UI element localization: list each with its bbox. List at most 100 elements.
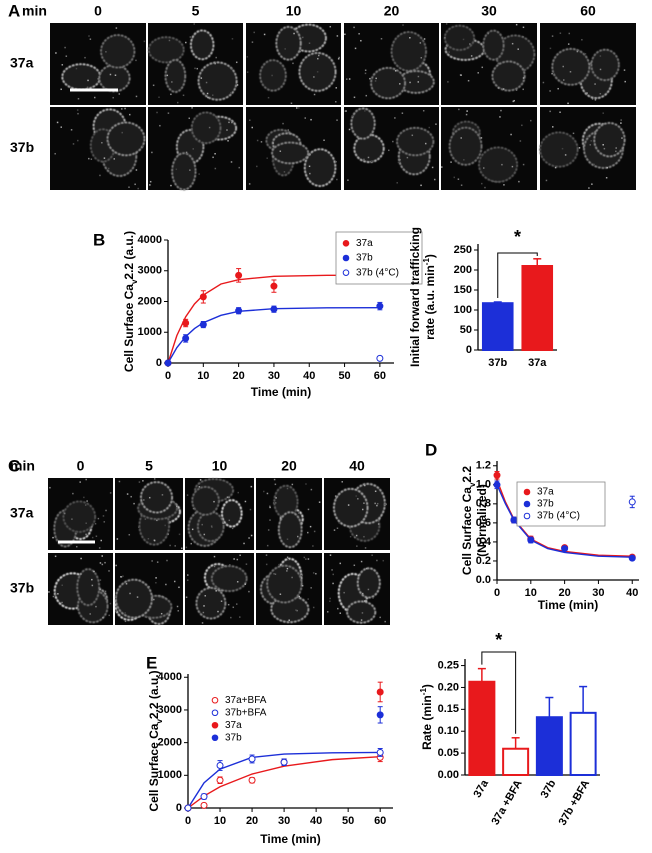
speckle <box>517 48 519 50</box>
speckle <box>554 166 557 169</box>
speckle <box>417 75 420 78</box>
speckle <box>190 542 192 545</box>
data-point <box>248 776 256 784</box>
speckle <box>334 495 337 497</box>
speckle <box>148 585 150 588</box>
speckle <box>586 92 588 94</box>
time-label: 10 <box>286 3 302 19</box>
micrograph <box>246 107 341 190</box>
error-bar <box>511 737 520 749</box>
speckle <box>349 535 352 538</box>
speckle <box>248 590 250 593</box>
speckle <box>159 124 161 127</box>
label-part: Rate (min <box>420 695 434 750</box>
speckle <box>338 56 340 59</box>
cell <box>551 47 591 86</box>
speckle <box>238 166 241 169</box>
speckle <box>99 588 101 591</box>
speckle <box>376 559 378 562</box>
time-unit: min <box>10 458 35 474</box>
speckle <box>422 109 425 112</box>
speckle <box>273 478 276 481</box>
speckle <box>57 593 59 595</box>
speckle <box>308 165 311 168</box>
speckle <box>153 478 156 480</box>
speckle <box>339 612 342 614</box>
y-tick-label: 0.6 <box>476 517 491 529</box>
speckle <box>94 522 97 525</box>
speckle <box>308 42 311 44</box>
speckle <box>299 50 301 53</box>
micrograph <box>48 553 113 625</box>
speckle <box>91 584 94 587</box>
cell <box>62 500 97 533</box>
cell <box>210 565 248 593</box>
speckle <box>286 567 289 570</box>
speckle <box>599 55 602 57</box>
micrograph <box>441 23 537 105</box>
label-part: v <box>468 482 477 487</box>
data-point <box>216 762 224 770</box>
speckle <box>113 158 116 160</box>
speckle <box>453 176 456 179</box>
speckle <box>274 483 277 486</box>
speckle <box>118 93 121 95</box>
x-tick-label: 50 <box>338 370 350 382</box>
speckle <box>434 178 436 181</box>
speckle <box>149 184 151 186</box>
speckle <box>549 47 552 50</box>
speckle <box>298 107 300 109</box>
cell <box>539 131 579 168</box>
speckle <box>129 592 131 595</box>
speckle <box>226 129 228 131</box>
speckle <box>182 94 185 97</box>
speckle <box>317 57 319 60</box>
speckle <box>231 527 234 530</box>
speckle <box>265 554 268 556</box>
speckle <box>266 492 269 495</box>
speckle <box>269 519 271 521</box>
speckle <box>348 128 351 131</box>
speckle <box>99 562 102 564</box>
speckle <box>76 109 79 111</box>
cell <box>140 481 174 514</box>
speckle <box>487 32 489 35</box>
panel-label: B <box>93 230 105 249</box>
speckle <box>356 545 358 547</box>
speckle <box>480 137 483 139</box>
speckle <box>60 126 62 128</box>
cell <box>191 485 220 516</box>
significance-bracket <box>497 252 538 298</box>
speckle <box>522 77 525 79</box>
speckle <box>282 122 284 125</box>
speckle <box>354 47 357 50</box>
speckle <box>274 573 277 575</box>
speckle <box>116 538 119 540</box>
speckle <box>329 600 331 602</box>
x-tick-label: 40 <box>303 370 315 382</box>
speckle <box>156 111 158 114</box>
speckle <box>173 580 176 583</box>
speckle <box>411 134 414 137</box>
speckle <box>551 72 553 75</box>
speckle <box>63 512 66 515</box>
speckle <box>211 94 214 96</box>
y-axis-label: (Normalized) <box>475 484 489 557</box>
speckle <box>230 91 232 94</box>
speckle <box>124 612 126 614</box>
y-tick-label: 150 <box>454 284 472 296</box>
speckle <box>326 611 329 613</box>
x-tick-label: 0 <box>185 815 191 827</box>
speckle <box>599 68 602 71</box>
speckle <box>249 508 252 511</box>
speckle <box>170 184 172 187</box>
speckle <box>171 81 173 83</box>
speckle <box>431 166 434 169</box>
panel-label: E <box>146 653 157 672</box>
speckle <box>118 480 121 483</box>
speckle <box>227 140 229 142</box>
y-tick-label: 1.0 <box>476 479 491 491</box>
x-axis-label: Time (min) <box>538 598 598 612</box>
speckle <box>61 584 63 587</box>
